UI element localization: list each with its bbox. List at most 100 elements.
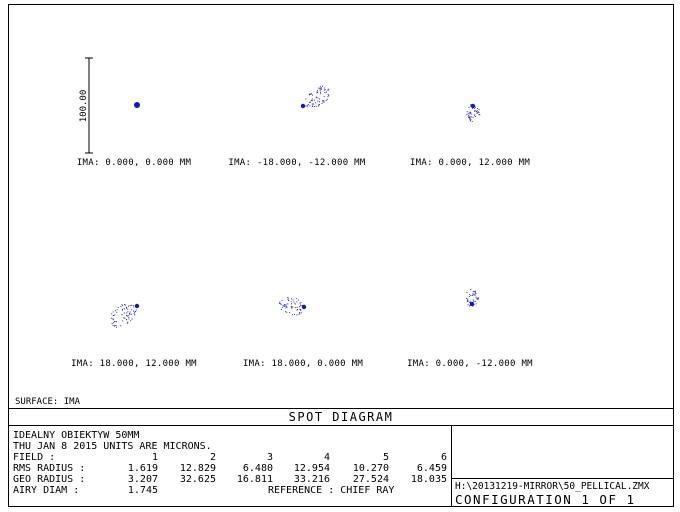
geo-value: 27.524 (352, 474, 389, 485)
ray-point (470, 294, 472, 297)
ray-point (296, 314, 298, 316)
lens-name: IDEALNY OBIEKTYW 50MM (13, 430, 140, 441)
ray-point (131, 304, 133, 306)
ray-point (474, 114, 476, 116)
ray-point (127, 305, 130, 307)
ray-point (328, 88, 330, 90)
ray-point (473, 294, 475, 296)
ray-point (117, 306, 119, 309)
field-row: FIELD : 1 2 3 4 5 6 (13, 452, 447, 463)
ray-point (291, 314, 294, 316)
ray-point (475, 303, 477, 305)
ray-point (280, 308, 283, 311)
divider (451, 478, 673, 479)
ray-point (323, 101, 325, 103)
info-frame: SURFACE: IMA SPOT DIAGRAM IDEALNY OBIEKT… (8, 4, 674, 507)
ray-point (474, 294, 476, 296)
ray-point (318, 101, 321, 103)
ray-point (311, 103, 313, 105)
ray-point (296, 301, 298, 303)
divider (9, 408, 673, 409)
ray-point (120, 325, 122, 327)
file-path: H:\20131219-MIRROR\50_PELLICAL.ZMX (455, 481, 650, 492)
field-row-label: FIELD : (13, 452, 56, 463)
ray-point (298, 313, 300, 315)
field-number: 2 (209, 452, 216, 463)
ray-point (327, 96, 329, 98)
ray-point (469, 116, 471, 118)
ray-point (476, 110, 478, 112)
geo-value: 3.207 (127, 474, 158, 485)
ray-point (327, 89, 329, 91)
ray-point (469, 118, 471, 120)
spot-cloud-6 (465, 288, 480, 307)
ray-point (129, 304, 131, 306)
rms-value: 12.954 (293, 463, 330, 474)
ray-point (313, 99, 315, 101)
rms-value: 1.619 (127, 463, 158, 474)
ray-point (127, 322, 129, 324)
ray-point (290, 305, 292, 307)
ray-point (290, 301, 292, 303)
diagram-title: SPOT DIAGRAM (288, 410, 394, 424)
ray-point (125, 319, 128, 321)
ray-point (116, 309, 118, 311)
field-number: 3 (266, 452, 273, 463)
ray-point (467, 300, 469, 302)
ray-point (133, 313, 135, 315)
ray-point (110, 317, 112, 319)
ray-point (123, 308, 125, 310)
chief-ray-point (134, 102, 140, 108)
ray-point (114, 314, 116, 316)
ray-point (474, 106, 476, 108)
ray-point (319, 86, 321, 88)
ray-point (472, 292, 474, 294)
ray-point (284, 304, 286, 306)
configuration-label: CONFIGURATION 1 OF 1 (455, 492, 636, 507)
info-block: IDEALNY OBIEKTYW 50MM THU JAN 8 2015 UNI… (13, 430, 447, 496)
ray-point (125, 307, 127, 309)
field-number: 4 (323, 452, 330, 463)
ray-point (312, 94, 314, 96)
ray-point (477, 298, 479, 300)
ray-point (306, 106, 308, 108)
airy-value: 1.745 (127, 485, 158, 496)
geo-value: 16.811 (236, 474, 273, 485)
ray-point (468, 295, 470, 297)
ray-point (327, 94, 329, 96)
ray-point (470, 116, 472, 118)
ray-point (126, 315, 128, 317)
ray-point (135, 309, 137, 311)
ray-point (311, 98, 313, 100)
ray-point (321, 85, 324, 87)
chief-ray-point (470, 103, 476, 109)
chief-ray-point (134, 303, 140, 309)
ray-point (294, 307, 296, 309)
ray-point (316, 96, 318, 98)
ray-point (320, 87, 322, 89)
spot-plot-area (85, 57, 481, 328)
ray-point (468, 114, 470, 116)
ray-point (287, 299, 289, 301)
ray-point (317, 97, 319, 99)
ray-point (116, 311, 118, 313)
ray-point (112, 319, 114, 321)
spot-cloud-3 (466, 103, 481, 122)
ray-point (319, 98, 321, 100)
ray-point (313, 103, 315, 105)
geo-value: 18.035 (410, 474, 447, 485)
ray-point (309, 105, 311, 107)
geo-row-label: GEO RADIUS : (13, 474, 86, 485)
ray-point (326, 98, 328, 100)
ray-point (132, 310, 135, 312)
ray-point (324, 91, 326, 93)
ray-point (313, 106, 315, 108)
ray-point (293, 301, 295, 303)
ray-point (131, 313, 133, 315)
geo-value: 33.216 (293, 474, 330, 485)
ray-point (112, 318, 114, 320)
scale-bar (85, 57, 93, 154)
ray-point (473, 300, 475, 302)
ray-point (292, 299, 294, 301)
ray-point (279, 301, 281, 303)
